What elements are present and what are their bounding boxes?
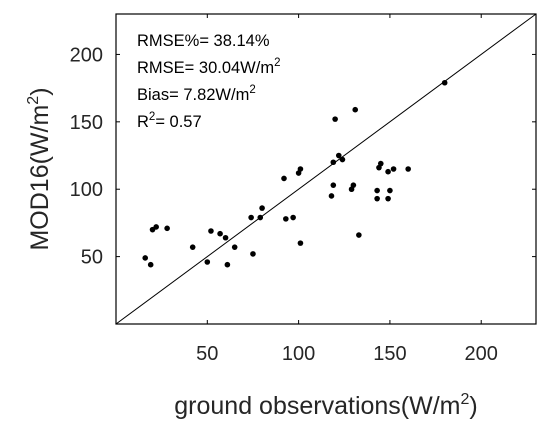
stat-line: Bias= 7.82W/m2 xyxy=(137,84,256,104)
data-point xyxy=(248,214,254,221)
y-tick-label: 100 xyxy=(70,179,103,201)
data-point xyxy=(250,251,256,257)
data-point xyxy=(153,224,159,230)
data-point xyxy=(297,166,304,172)
x-tick-label: 150 xyxy=(373,343,406,365)
data-point xyxy=(352,106,359,113)
plot-frame xyxy=(115,13,537,325)
y-tick-label: 50 xyxy=(81,247,103,269)
data-point xyxy=(332,116,338,122)
data-point xyxy=(208,228,214,234)
data-point xyxy=(385,168,391,175)
y-tick-label: 200 xyxy=(70,44,103,66)
data-point xyxy=(328,193,335,199)
data-point xyxy=(350,182,357,188)
x-axis-title-text: ground observations(W/m xyxy=(174,392,460,420)
x-axis-title: ground observations(W/m2) xyxy=(174,391,477,420)
data-point xyxy=(441,79,448,86)
data-point xyxy=(290,214,296,221)
y-axis-title-text: MOD16(W/m xyxy=(26,105,54,251)
data-point xyxy=(405,166,411,172)
data-point xyxy=(217,230,223,237)
data-point xyxy=(164,225,170,232)
x-tick-label: 100 xyxy=(282,343,315,365)
data-point xyxy=(335,152,342,159)
x-axis-title-suffix: ) xyxy=(469,392,477,420)
data-point xyxy=(385,195,391,202)
statistics-annotations: RMSE%= 38.14% RMSE= 30.04W/m2 Bias= 7.82W/… xyxy=(137,32,281,131)
data-point xyxy=(189,244,196,250)
stat-line: RMSE= 30.04W/m2 xyxy=(137,57,281,77)
x-axis-title-superscript: 2 xyxy=(461,391,470,408)
one-to-one-line xyxy=(115,13,537,325)
data-point xyxy=(259,205,265,211)
y-axis-title-suffix: ) xyxy=(26,87,54,95)
data-point xyxy=(281,175,287,182)
data-point xyxy=(374,195,380,202)
data-point xyxy=(377,160,384,167)
stat-line: RMSE%= 38.14% xyxy=(137,32,270,50)
y-tick-label: 150 xyxy=(70,112,103,134)
data-point xyxy=(387,187,393,194)
stat-line: R2= 0.57 xyxy=(137,111,202,131)
data-point xyxy=(224,261,231,268)
data-point xyxy=(147,261,154,268)
data-point xyxy=(231,244,238,250)
data-points xyxy=(142,79,448,268)
axis-ticks: 50 100 150 200 50 100 150 200 xyxy=(70,14,536,365)
data-point xyxy=(374,187,380,194)
data-point xyxy=(330,159,337,166)
data-point xyxy=(356,232,362,238)
data-point xyxy=(330,182,337,188)
data-point xyxy=(204,259,211,265)
data-point xyxy=(142,255,149,261)
data-point xyxy=(297,240,304,246)
x-tick-label: 50 xyxy=(196,343,218,365)
x-tick-label: 200 xyxy=(465,343,498,365)
data-point xyxy=(222,234,229,241)
data-point xyxy=(390,166,397,172)
y-axis-title-superscript: 2 xyxy=(25,96,42,105)
y-axis-title: MOD16(W/m2) xyxy=(25,87,54,250)
data-point xyxy=(257,214,264,221)
data-point xyxy=(283,216,289,222)
data-point xyxy=(339,156,346,163)
